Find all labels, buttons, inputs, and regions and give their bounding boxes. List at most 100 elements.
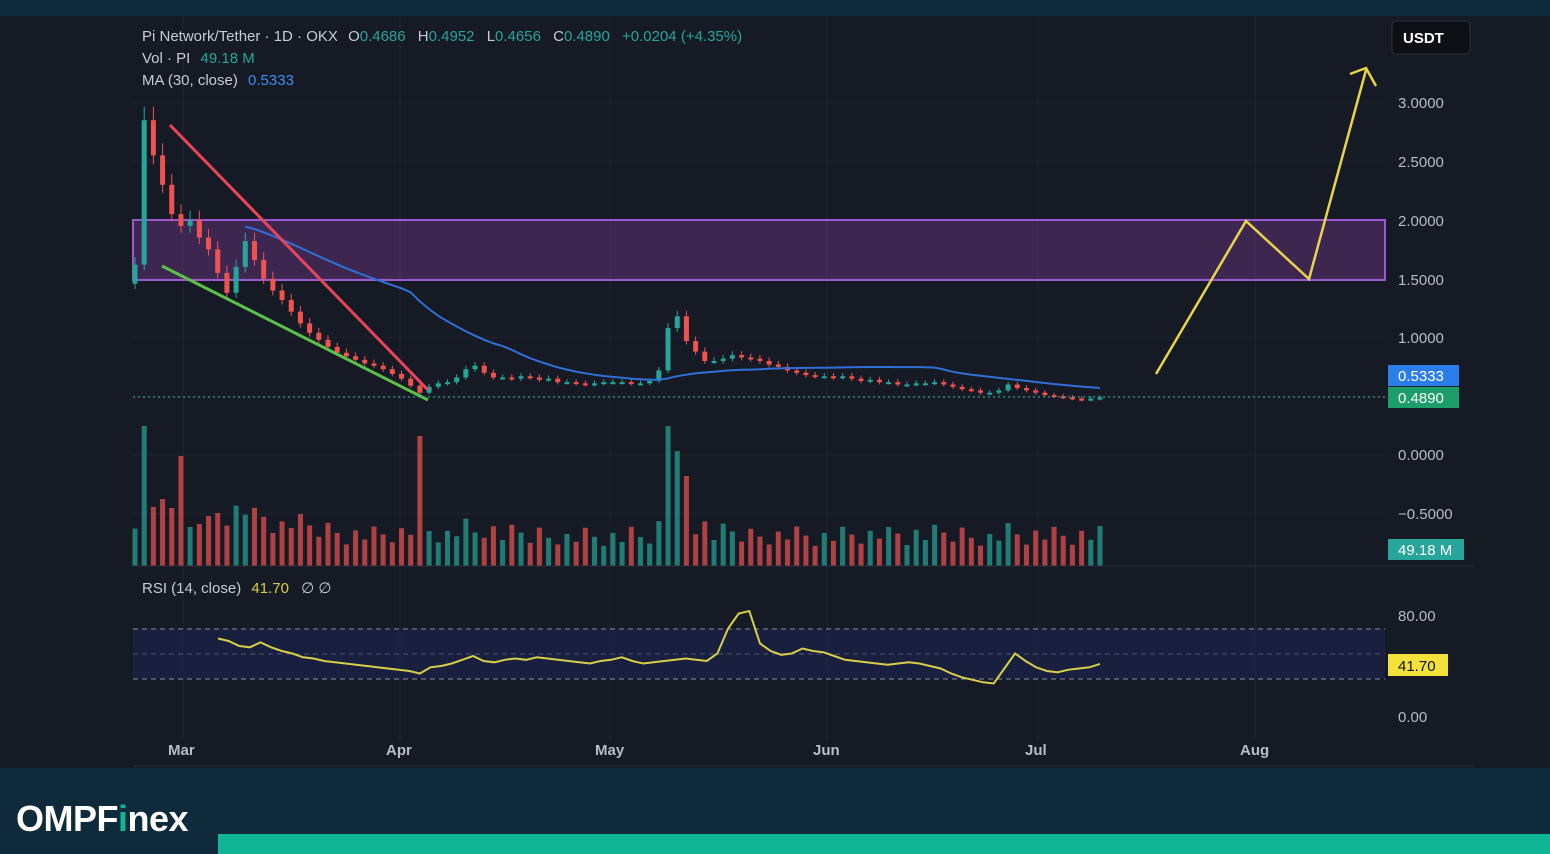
falling-wedge-lower-trendline[interactable] [161,264,429,402]
candle-body[interactable] [748,357,754,360]
candle-body[interactable] [830,376,836,379]
candle-body[interactable] [536,377,542,380]
candle-body[interactable] [1051,395,1057,398]
candle-body[interactable] [288,299,294,312]
candle-body[interactable] [472,365,478,370]
candle-body[interactable] [242,241,248,267]
candle-body[interactable] [454,377,460,383]
candle-body[interactable] [794,370,800,373]
candle-body[interactable] [481,365,487,373]
candle-body[interactable] [1097,397,1103,400]
candle-body[interactable] [389,369,395,374]
candle-body[interactable] [821,376,827,379]
candle-body[interactable] [251,241,257,260]
candle-body[interactable] [573,382,579,385]
candle-body[interactable] [978,390,984,393]
falling-wedge-upper-trendline[interactable] [168,123,430,392]
candle-body[interactable] [297,311,303,324]
candle-body[interactable] [426,386,432,393]
candle-body[interactable] [895,382,901,385]
candle-body[interactable] [325,339,331,347]
candle-body[interactable] [647,380,653,384]
rsi-line[interactable] [217,609,1101,685]
candle-body[interactable] [582,383,588,386]
candle-body[interactable] [444,382,450,385]
candle-body[interactable] [876,379,882,383]
candle-body[interactable] [1088,398,1094,401]
candle-body[interactable] [766,361,772,365]
candle-body[interactable] [1014,384,1020,389]
candle-body[interactable] [867,379,873,382]
candle-body[interactable] [307,323,313,333]
candle-body[interactable] [941,382,947,385]
candle-body[interactable] [932,382,938,385]
candle-body[interactable] [334,346,340,353]
candle-body[interactable] [463,369,469,378]
candle-body[interactable] [362,359,368,364]
candle-body[interactable] [959,386,965,390]
candle-body[interactable] [858,378,864,381]
candle-body[interactable] [803,372,809,376]
candle-body[interactable] [261,259,267,279]
candle-body[interactable] [729,355,735,359]
candle-body[interactable] [169,184,175,215]
candle-body[interactable] [637,383,643,386]
candle-body[interactable] [509,377,515,380]
candle-body[interactable] [1042,392,1048,396]
candle-body[interactable] [592,383,598,386]
candle-body[interactable] [233,267,239,293]
candle-body[interactable] [610,382,616,385]
candle-body[interactable] [922,383,928,386]
candle-body[interactable] [656,370,662,381]
candle-body[interactable] [674,316,680,329]
candle-body[interactable] [527,376,533,379]
candle-body[interactable] [1079,398,1085,401]
brand-logo[interactable]: OMPFinex [16,798,189,840]
candle-body[interactable] [968,389,974,392]
candle-body[interactable] [683,316,689,342]
candle-body[interactable] [987,392,993,395]
candle-body[interactable] [711,361,717,363]
currency-button[interactable] [1391,20,1471,55]
candle-body[interactable] [950,384,956,387]
candle-body[interactable] [399,373,405,379]
candle-body[interactable] [720,358,726,361]
candle-body[interactable] [279,290,285,300]
candle-body[interactable] [150,120,156,156]
candle-body[interactable] [141,120,147,265]
candle-body[interactable] [619,382,625,385]
candle-body[interactable] [812,375,818,378]
candle-body[interactable] [224,272,230,293]
candle-body[interactable] [555,378,561,383]
candle-body[interactable] [849,376,855,379]
candle-body[interactable] [739,355,745,358]
candle-body[interactable] [564,382,570,385]
candle-body[interactable] [904,384,910,387]
candle-body[interactable] [518,376,524,379]
candle-body[interactable] [1023,388,1029,391]
candle-body[interactable] [628,382,634,385]
candle-body[interactable] [160,155,166,185]
moving-average-line[interactable] [245,225,1101,389]
candle-body[interactable] [665,328,671,371]
candle-body[interactable] [757,358,763,361]
candle-body[interactable] [601,382,607,385]
candle-body[interactable] [840,376,846,379]
candle-body[interactable] [196,220,202,238]
candle-body[interactable] [270,278,276,291]
candle-body[interactable] [187,220,193,226]
candle-body[interactable] [206,237,212,250]
candle-body[interactable] [380,365,386,370]
candle-body[interactable] [408,378,414,386]
candle-body[interactable] [343,352,349,357]
candle-body[interactable] [702,351,708,361]
candle-body[interactable] [546,378,552,381]
resistance-zone[interactable] [132,219,1386,281]
candle-body[interactable] [178,214,184,226]
candle-body[interactable] [490,372,496,378]
candle-body[interactable] [886,382,892,385]
candle-body[interactable] [371,363,377,366]
candle-body[interactable] [996,390,1002,393]
candle-body[interactable] [132,264,138,284]
trading-chart[interactable]: Pi Network/Tether · 1D · OKX O0.4686 H0.… [0,0,1550,768]
